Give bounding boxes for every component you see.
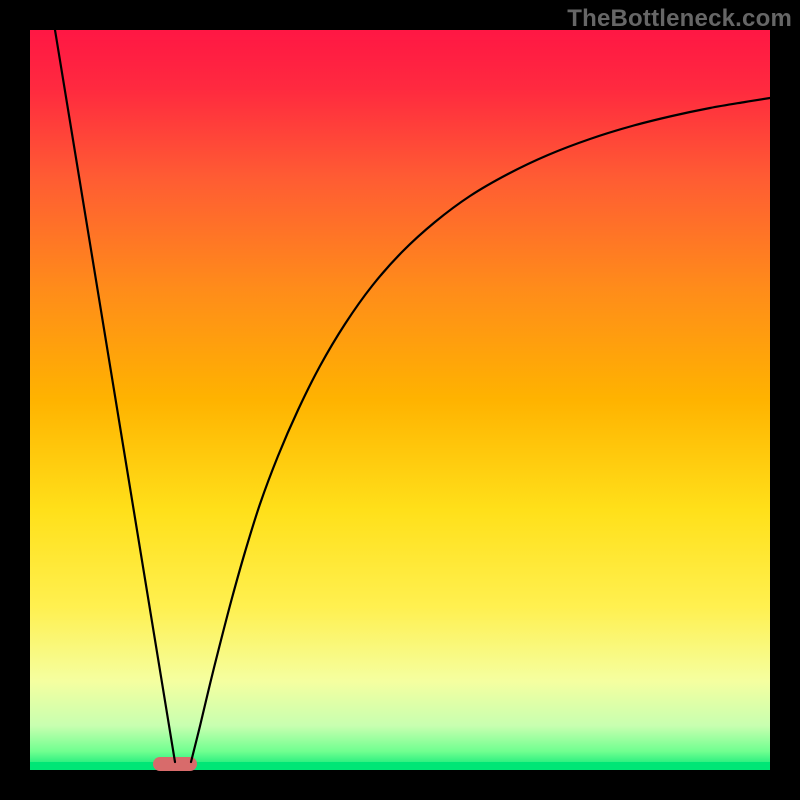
- bottom-green-band: [30, 762, 770, 770]
- curve-left-leg: [55, 30, 175, 762]
- curve-right-leg: [191, 98, 770, 762]
- watermark-text: TheBottleneck.com: [567, 5, 792, 33]
- curve-overlay: [0, 0, 800, 800]
- chart-container: TheBottleneck.com: [0, 0, 800, 800]
